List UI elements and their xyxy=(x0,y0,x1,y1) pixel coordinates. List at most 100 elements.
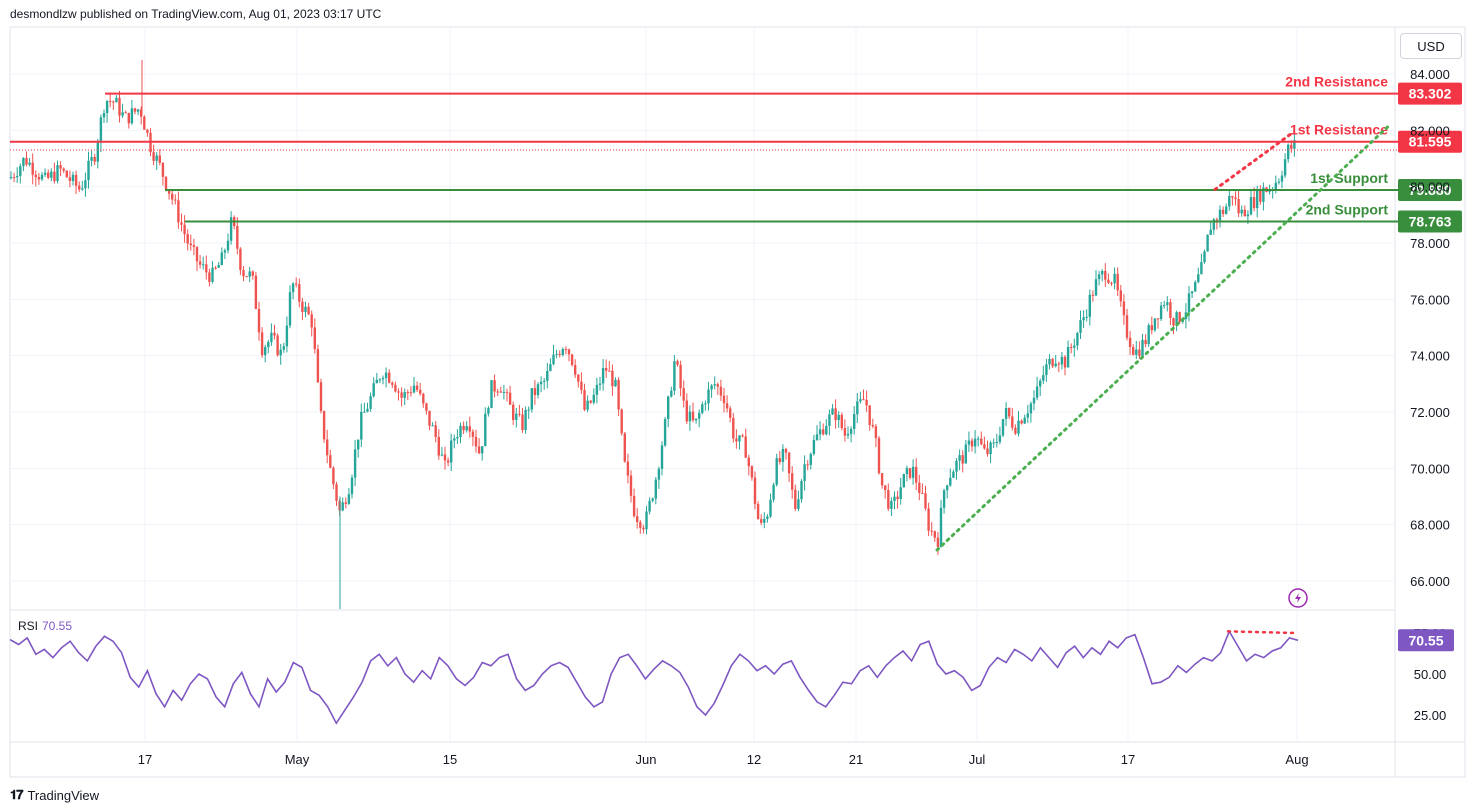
candle-body xyxy=(81,188,84,190)
candle-body xyxy=(543,380,546,382)
candle-body xyxy=(316,349,320,383)
candle-body xyxy=(406,392,409,394)
candle-body xyxy=(133,108,137,112)
candle-body xyxy=(741,435,744,437)
candle-body xyxy=(260,332,264,356)
candle-body xyxy=(177,200,180,223)
candle-body xyxy=(980,438,983,445)
candle-body xyxy=(970,440,974,447)
candle-body xyxy=(65,170,68,178)
candle-body xyxy=(930,530,933,532)
candle-body xyxy=(623,433,626,462)
candle-body xyxy=(924,493,927,509)
currency-selector[interactable]: USD xyxy=(1400,33,1462,59)
candle-body xyxy=(946,485,949,491)
candle-body xyxy=(834,408,837,421)
candle-body xyxy=(961,455,964,464)
candle-body xyxy=(949,477,952,486)
candle-body xyxy=(1246,214,1250,217)
lightning-icon[interactable] xyxy=(1288,588,1308,608)
candle-body xyxy=(676,361,679,365)
candle-body xyxy=(902,473,905,488)
candle-body xyxy=(378,379,382,381)
candle-body xyxy=(983,444,986,449)
candle-body xyxy=(350,477,354,495)
price-tick-label: 72.000 xyxy=(1410,405,1450,420)
tradingview-logo-icon[interactable]: 𝟏𝟕 xyxy=(10,787,24,802)
candle-body xyxy=(288,292,292,326)
candle-body xyxy=(871,424,874,427)
candle-body xyxy=(1020,420,1023,424)
candle-body xyxy=(158,155,161,163)
footer: 𝟏𝟕 TradingView xyxy=(10,787,99,803)
candle-body xyxy=(1104,270,1107,280)
time-tick-label: 21 xyxy=(849,752,863,767)
candle-body xyxy=(660,445,664,469)
candle-body xyxy=(68,177,72,182)
candle-body xyxy=(487,407,490,414)
candle-body xyxy=(1280,175,1284,182)
candle-body xyxy=(152,152,155,161)
candle-body xyxy=(570,354,574,366)
candle-body xyxy=(251,271,254,276)
candle-body xyxy=(577,374,580,382)
candle-body xyxy=(1218,209,1222,221)
candle-body xyxy=(403,392,406,398)
svg-text:78.763: 78.763 xyxy=(1409,214,1452,230)
candle-body xyxy=(465,426,468,431)
candle-body xyxy=(1088,294,1091,317)
candle-body xyxy=(1011,416,1014,428)
candle-body xyxy=(381,378,385,380)
candle-body xyxy=(679,364,682,389)
candle-body xyxy=(639,522,642,528)
candle-body xyxy=(887,490,890,509)
candle-body xyxy=(43,172,47,175)
candle-body xyxy=(992,442,995,444)
candle-body xyxy=(1225,206,1228,214)
candle-body xyxy=(645,511,648,530)
candle-body xyxy=(453,438,456,441)
footer-brand[interactable]: TradingView xyxy=(27,787,100,803)
candle-body xyxy=(691,411,695,421)
candle-body xyxy=(474,436,478,447)
rsi-legend-value: 70.55 xyxy=(42,619,72,633)
candle-body xyxy=(1166,302,1169,305)
candle-body xyxy=(865,399,868,406)
candle-body xyxy=(651,498,654,501)
candle-body xyxy=(332,467,335,485)
candle-body xyxy=(592,394,595,403)
candle-body xyxy=(1175,312,1178,326)
rsi-tick-label: 25.00 xyxy=(1414,708,1447,723)
candle-body xyxy=(425,403,428,411)
candle-body xyxy=(189,243,192,246)
candle-body xyxy=(102,113,106,118)
candle-body xyxy=(344,502,347,504)
candle-body xyxy=(496,391,499,393)
price-tick-label: 78.000 xyxy=(1410,236,1450,251)
candle-body xyxy=(50,171,53,178)
candle-body xyxy=(363,411,366,413)
candle-body xyxy=(586,400,589,410)
candle-body xyxy=(31,162,34,175)
candle-body xyxy=(574,365,577,375)
level-price-badge: 79.880 xyxy=(1398,179,1462,202)
candle-body xyxy=(236,226,239,249)
candle-body xyxy=(868,405,871,425)
candle-body xyxy=(911,466,915,478)
candle-body xyxy=(806,464,809,466)
candle-body xyxy=(1101,270,1104,275)
candle-body xyxy=(1023,417,1026,424)
candle-body xyxy=(667,396,670,420)
candle-body xyxy=(434,425,437,437)
candle-body xyxy=(1063,356,1067,368)
time-tick-label: Aug xyxy=(1285,752,1308,767)
candle-body xyxy=(546,370,549,381)
candle-body xyxy=(567,349,571,355)
candle-body xyxy=(140,109,143,117)
candle-body xyxy=(446,460,450,463)
candle-body xyxy=(1014,427,1017,434)
candle-body xyxy=(719,386,723,396)
candle-body xyxy=(372,383,375,397)
candle-body xyxy=(831,408,834,415)
